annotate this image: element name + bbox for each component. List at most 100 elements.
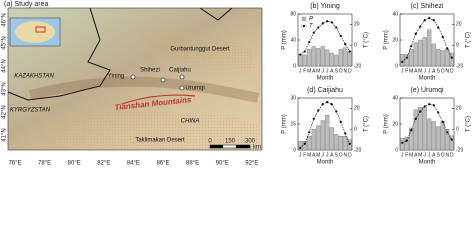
lon-label: 82°E bbox=[97, 161, 110, 167]
x-tick-label: A bbox=[414, 152, 418, 158]
place-marker bbox=[179, 85, 185, 91]
y-tick-label: 30 bbox=[290, 95, 296, 101]
x-tick-label: N bbox=[343, 68, 347, 74]
temperature-point bbox=[312, 31, 315, 34]
x-tick-label: J bbox=[322, 152, 325, 158]
y-tick-label: 0 bbox=[395, 63, 398, 69]
x-tick-label: S bbox=[335, 68, 339, 74]
temperature-point bbox=[344, 43, 347, 46]
precipitation-bar bbox=[320, 46, 325, 67]
y2-tick-label: 20 bbox=[456, 106, 462, 112]
temperature-point bbox=[405, 139, 408, 142]
chart-title: (c) Shihezi bbox=[410, 3, 444, 10]
temperature-point bbox=[441, 120, 444, 124]
x-tick-label: O bbox=[441, 68, 445, 74]
precipitation-bar bbox=[404, 54, 409, 67]
precipitation-bar bbox=[413, 109, 418, 151]
x-tick-label: J bbox=[299, 68, 302, 74]
x-tick-label: J bbox=[401, 68, 404, 74]
x-tick-label: O bbox=[441, 152, 445, 158]
temperature-point bbox=[303, 50, 306, 53]
lat-label: 41°N bbox=[2, 128, 8, 141]
y-tick-label: 40 bbox=[392, 95, 398, 101]
y-tick-label: 20 bbox=[392, 121, 398, 127]
x-tick-label: J bbox=[401, 152, 404, 158]
temperature-point bbox=[326, 20, 329, 23]
precipitation-bar bbox=[436, 126, 441, 151]
precipitation-bar bbox=[431, 121, 436, 151]
y2-axis-label: T (°C) bbox=[466, 32, 472, 48]
precipitation-bar bbox=[325, 49, 330, 67]
temperature-point bbox=[410, 45, 413, 48]
x-tick-label: A bbox=[330, 152, 334, 158]
lon-label: 78°E bbox=[38, 161, 51, 167]
y-tick-label: 20 bbox=[392, 37, 398, 43]
temperature-point bbox=[348, 142, 351, 145]
y2-axis-label: T (°C) bbox=[364, 32, 370, 48]
precipitation-bar bbox=[440, 50, 445, 67]
y2-tick-label: -20 bbox=[354, 147, 361, 153]
x-tick-label: O bbox=[339, 68, 343, 74]
x-tick-label: M bbox=[418, 152, 422, 158]
x-tick-label: M bbox=[307, 152, 311, 158]
precipitation-bar bbox=[400, 138, 405, 151]
temperature-line bbox=[300, 101, 351, 149]
scale-label: 150 bbox=[225, 139, 236, 145]
temperature-line bbox=[402, 103, 453, 143]
y2-tick-label: 20 bbox=[354, 22, 360, 28]
mountain-arrow bbox=[121, 94, 196, 105]
place-label: CHINA bbox=[181, 119, 200, 125]
temperature-point bbox=[428, 17, 431, 20]
precipitation-bar bbox=[418, 39, 423, 67]
x-tick-label: O bbox=[339, 152, 343, 158]
lat-label: 42°N bbox=[2, 105, 8, 118]
precipitation-bar bbox=[422, 106, 427, 151]
x-tick-label: D bbox=[348, 152, 352, 158]
place-label: Taklimakan Desert bbox=[135, 138, 185, 144]
border bbox=[199, 7, 233, 21]
temperature-point bbox=[432, 104, 435, 107]
scale-bar bbox=[236, 145, 250, 148]
temperature-point bbox=[437, 26, 440, 29]
y2-axis-label: T (°C) bbox=[364, 116, 370, 132]
y-axis-label: P (mm) bbox=[384, 114, 390, 134]
precipitation-bar bbox=[307, 135, 312, 151]
x-axis-label: Month bbox=[317, 76, 334, 82]
y2-tick-label: -20 bbox=[354, 63, 361, 69]
temperature-point bbox=[299, 146, 302, 150]
precipitation-bar bbox=[343, 47, 348, 67]
place-marker bbox=[130, 74, 136, 80]
temperature-point bbox=[419, 110, 422, 113]
precipitation-bar bbox=[427, 118, 432, 151]
precipitation-bar bbox=[338, 48, 343, 67]
temperature-point bbox=[423, 19, 426, 22]
x-tick-label: A bbox=[414, 68, 418, 74]
temperature-point bbox=[446, 47, 449, 50]
x-tick-label: F bbox=[303, 152, 306, 158]
temperature-point bbox=[348, 50, 351, 53]
precipitation-bar bbox=[431, 43, 436, 67]
x-tick-label: J bbox=[424, 68, 427, 74]
x-tick-label: M bbox=[409, 152, 413, 158]
y2-tick-label: -20 bbox=[456, 63, 463, 69]
temperature-point bbox=[299, 53, 302, 56]
precipitation-bar bbox=[449, 52, 454, 67]
precipitation-bar bbox=[343, 135, 348, 151]
temperature-point bbox=[428, 103, 431, 106]
inset-highlight bbox=[35, 26, 46, 33]
y2-tick-label: 0 bbox=[354, 127, 357, 133]
y-tick-label: 0 bbox=[395, 147, 398, 153]
legend-swatch bbox=[302, 24, 306, 28]
precipitation-bar bbox=[413, 42, 418, 67]
y2-tick-label: 0 bbox=[456, 127, 459, 133]
y-axis-label: P (mm) bbox=[282, 114, 288, 134]
temperature-point bbox=[339, 120, 342, 124]
x-tick-label: D bbox=[450, 152, 454, 158]
precipitation-bar bbox=[409, 127, 414, 151]
temperature-point bbox=[414, 117, 417, 120]
place-marker bbox=[179, 74, 185, 80]
lat-label: 46°N bbox=[2, 13, 8, 26]
x-tick-label: M bbox=[316, 68, 320, 74]
precipitation-bar bbox=[436, 48, 441, 67]
temperature-point bbox=[330, 103, 333, 106]
